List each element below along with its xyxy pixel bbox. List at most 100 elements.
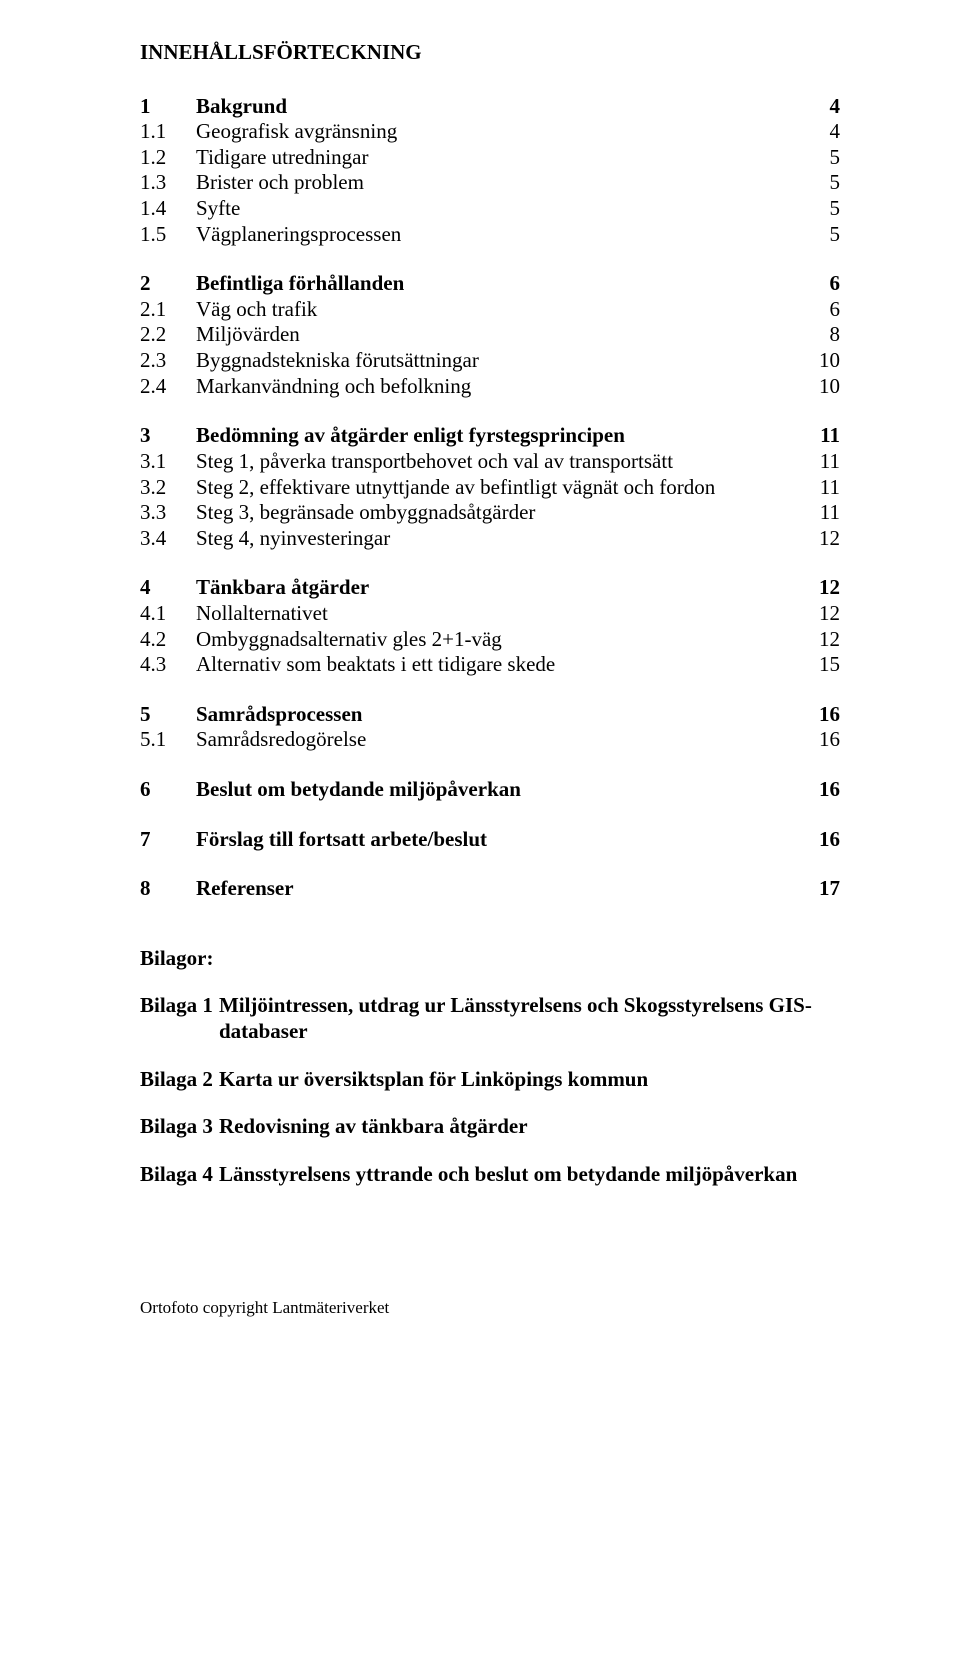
toc-page: 4 [800, 119, 840, 145]
toc-page: 11 [800, 449, 840, 475]
toc-page: 6 [800, 271, 840, 297]
bilaga-text: Redovisning av tänkbara åtgärder [219, 1114, 840, 1140]
toc-number: 4.3 [140, 652, 196, 678]
toc-page: 5 [800, 196, 840, 222]
bilaga-label: Bilaga 4 [140, 1162, 219, 1188]
page-title: INNEHÅLLSFÖRTECKNING [140, 40, 840, 66]
toc-page: 5 [800, 222, 840, 248]
toc-page: 16 [800, 727, 840, 753]
toc-number: 1 [140, 94, 196, 120]
toc-page: 8 [800, 322, 840, 348]
toc-text: Alternativ som beaktats i ett tidigare s… [196, 652, 800, 678]
toc-text: Tänkbara åtgärder [196, 575, 800, 601]
toc-page: 16 [800, 827, 840, 853]
toc-number: 3.4 [140, 526, 196, 552]
toc-number: 5 [140, 702, 196, 728]
toc-page: 17 [800, 876, 840, 902]
toc-row: 3.4Steg 4, nyinvesteringar12 [140, 526, 840, 552]
toc-row: 2.2Miljövärden8 [140, 322, 840, 348]
toc-text: Väg och trafik [196, 297, 800, 323]
toc-number: 4.1 [140, 601, 196, 627]
toc-text: Byggnadstekniska förutsättningar [196, 348, 800, 374]
bilaga-text-line: databaser [219, 1019, 840, 1045]
toc-text: Markanvändning och befolkning [196, 374, 800, 400]
toc-page: 12 [800, 575, 840, 601]
bilaga-line: Bilaga 3Redovisning av tänkbara åtgärder [140, 1114, 840, 1140]
bilaga-label: Bilaga 3 [140, 1114, 219, 1140]
toc-number: 1.5 [140, 222, 196, 248]
toc-text: Referenser [196, 876, 800, 902]
toc-row: 5Samrådsprocessen16 [140, 702, 840, 728]
toc-row: 1.2Tidigare utredningar5 [140, 145, 840, 171]
toc-row: 1.4Syfte5 [140, 196, 840, 222]
toc-gap [140, 753, 840, 777]
toc-text: Vägplaneringsprocessen [196, 222, 800, 248]
toc-gap [140, 399, 840, 423]
toc-row: 1.1Geografisk avgränsning4 [140, 119, 840, 145]
toc-row: 1Bakgrund4 [140, 94, 840, 120]
toc-gap [140, 803, 840, 827]
toc-number: 1.1 [140, 119, 196, 145]
toc-gap [140, 852, 840, 876]
toc-number: 2.2 [140, 322, 196, 348]
toc-number: 1.2 [140, 145, 196, 171]
toc-number: 2.1 [140, 297, 196, 323]
toc-row: 4.2Ombyggnadsalternativ gles 2+1-väg12 [140, 627, 840, 653]
toc-text: Nollalternativet [196, 601, 800, 627]
toc-number: 7 [140, 827, 196, 853]
toc-row: 7Förslag till fortsatt arbete/beslut16 [140, 827, 840, 853]
toc-text: Tidigare utredningar [196, 145, 800, 171]
toc-row: 2.3Byggnadstekniska förutsättningar10 [140, 348, 840, 374]
toc-text: Bedömning av åtgärder enligt fyrstegspri… [196, 423, 800, 449]
bilagor-heading: Bilagor: [140, 946, 840, 972]
toc-page: 11 [800, 423, 840, 449]
toc-text: Geografisk avgränsning [196, 119, 800, 145]
bilaga-line: Bilaga 2Karta ur översiktsplan för Linkö… [140, 1067, 840, 1093]
bilaga-entry: Bilaga 4Länsstyrelsens yttrande och besl… [140, 1162, 840, 1188]
toc-container: 1Bakgrund41.1Geografisk avgränsning41.2T… [140, 94, 840, 902]
toc-row: 4Tänkbara åtgärder12 [140, 575, 840, 601]
bilaga-label: Bilaga 1 [140, 993, 219, 1044]
toc-number: 3.2 [140, 475, 196, 501]
toc-number: 4.2 [140, 627, 196, 653]
toc-text: Samrådsprocessen [196, 702, 800, 728]
toc-page: 5 [800, 145, 840, 171]
toc-page: 16 [800, 777, 840, 803]
toc-row: 4.1Nollalternativet12 [140, 601, 840, 627]
toc-number: 1.4 [140, 196, 196, 222]
toc-text: Beslut om betydande miljöpåverkan [196, 777, 800, 803]
toc-page: 4 [800, 94, 840, 120]
toc-row: 1.3Brister och problem5 [140, 170, 840, 196]
toc-text: Miljövärden [196, 322, 800, 348]
toc-row: 3.2Steg 2, effektivare utnyttjande av be… [140, 475, 840, 501]
toc-text: Befintliga förhållanden [196, 271, 800, 297]
toc-page: 12 [800, 526, 840, 552]
bilaga-text: Karta ur översiktsplan för Linköpings ko… [219, 1067, 840, 1093]
toc-row: 3Bedömning av åtgärder enligt fyrstegspr… [140, 423, 840, 449]
bilaga-text-line: Karta ur översiktsplan för Linköpings ko… [219, 1067, 840, 1093]
toc-text: Steg 1, påverka transportbehovet och val… [196, 449, 800, 475]
toc-text: Steg 4, nyinvesteringar [196, 526, 800, 552]
toc-row: 5.1Samrådsredogörelse16 [140, 727, 840, 753]
toc-row: 3.1Steg 1, påverka transportbehovet och … [140, 449, 840, 475]
toc-text: Samrådsredogörelse [196, 727, 800, 753]
toc-number: 2.3 [140, 348, 196, 374]
toc-number: 5.1 [140, 727, 196, 753]
toc-page: 10 [800, 374, 840, 400]
bilaga-text-line: Miljöintressen, utdrag ur Länsstyrelsens… [219, 993, 840, 1019]
toc-page: 10 [800, 348, 840, 374]
toc-number: 3.3 [140, 500, 196, 526]
toc-number: 6 [140, 777, 196, 803]
toc-text: Syfte [196, 196, 800, 222]
toc-row: 2Befintliga förhållanden6 [140, 271, 840, 297]
toc-number: 2.4 [140, 374, 196, 400]
toc-page: 12 [800, 601, 840, 627]
toc-number: 3.1 [140, 449, 196, 475]
toc-number: 3 [140, 423, 196, 449]
toc-page: 11 [800, 500, 840, 526]
bilaga-text: Länsstyrelsens yttrande och beslut om be… [219, 1162, 840, 1188]
toc-text: Ombyggnadsalternativ gles 2+1-väg [196, 627, 800, 653]
toc-text: Steg 2, effektivare utnyttjande av befin… [196, 475, 800, 501]
toc-gap [140, 678, 840, 702]
toc-text: Brister och problem [196, 170, 800, 196]
